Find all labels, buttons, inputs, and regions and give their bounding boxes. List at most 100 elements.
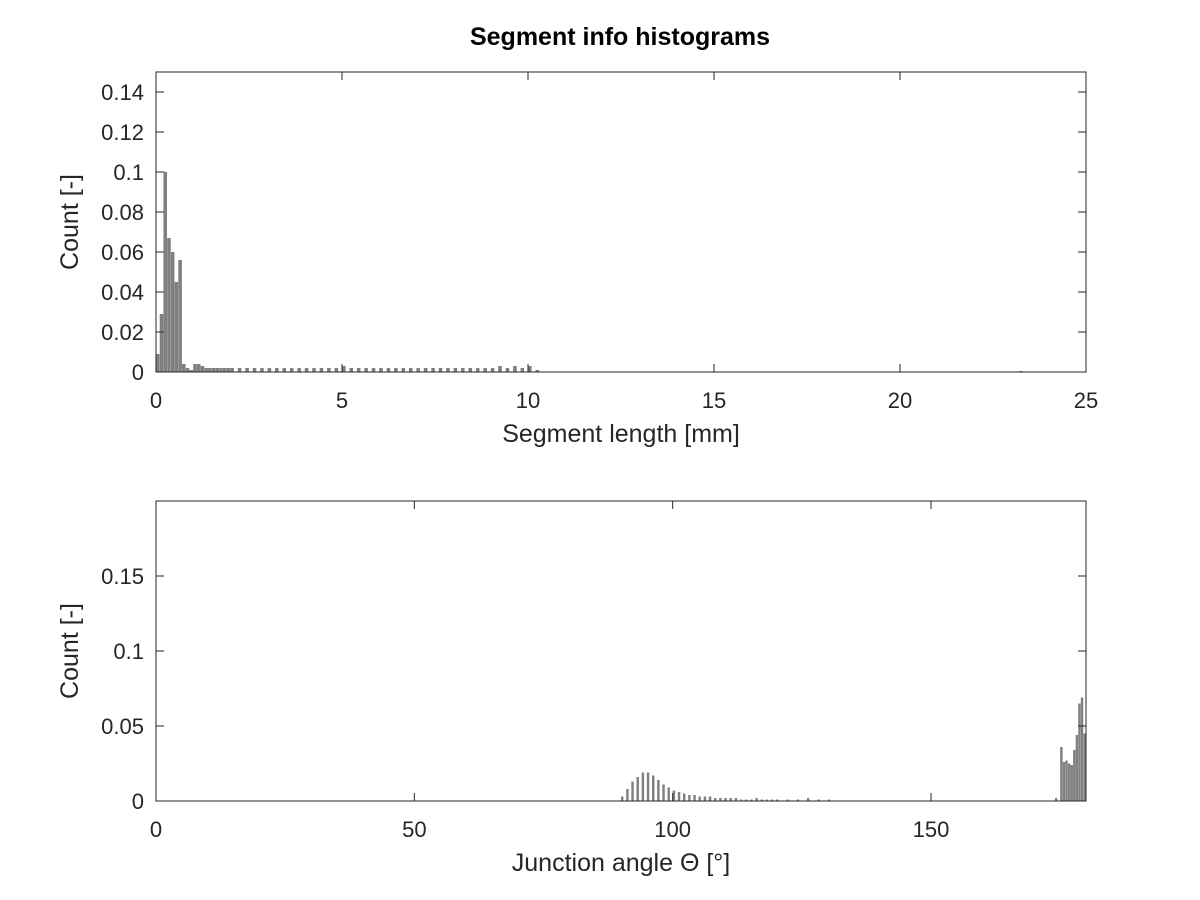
- bar: [708, 796, 712, 801]
- bar: [739, 799, 743, 801]
- x-axis-label: Segment length [mm]: [502, 420, 740, 448]
- bar: [189, 370, 194, 372]
- bar: [260, 368, 264, 372]
- bar: [211, 368, 216, 372]
- bar: [535, 370, 540, 372]
- x-tick-label: 0: [150, 388, 162, 413]
- axes-frame: [155, 71, 1087, 373]
- bar: [1080, 697, 1084, 801]
- bar: [1073, 750, 1076, 801]
- bar: [1083, 733, 1086, 801]
- bar: [657, 780, 660, 801]
- bar: [770, 799, 774, 801]
- bar: [652, 775, 655, 801]
- bar: [394, 368, 398, 372]
- bar: [498, 366, 502, 372]
- bar: [178, 260, 182, 372]
- bar: [356, 368, 361, 372]
- bar: [193, 364, 197, 372]
- bar: [163, 172, 168, 372]
- bar: [319, 368, 324, 372]
- bar: [226, 368, 231, 372]
- bar: [349, 368, 354, 372]
- bar: [513, 366, 517, 372]
- bar: [174, 282, 179, 372]
- bar: [438, 368, 443, 372]
- bar: [672, 790, 676, 801]
- bar: [745, 799, 748, 801]
- x-tick-label: 150: [913, 817, 950, 842]
- bar: [304, 368, 309, 372]
- bar: [683, 793, 686, 801]
- bar: [334, 368, 339, 372]
- bar: [621, 796, 624, 801]
- bar: [237, 368, 242, 372]
- bar: [1075, 735, 1079, 801]
- bar: [222, 368, 227, 372]
- bar: [505, 368, 510, 372]
- x-tick-label: 15: [702, 388, 726, 413]
- bar: [275, 368, 279, 372]
- y-tick-label: 0.08: [101, 200, 144, 225]
- bars: [156, 172, 1023, 372]
- bar: [490, 368, 495, 372]
- bar: [626, 789, 629, 801]
- y-tick-label: 0: [132, 360, 144, 385]
- figure-title: Segment info histograms: [470, 23, 770, 51]
- bar: [636, 777, 639, 801]
- y-tick-label: 0.1: [113, 160, 144, 185]
- bar: [641, 772, 645, 801]
- y-tick-label: 0: [132, 789, 144, 814]
- bar: [475, 368, 480, 372]
- bar: [379, 368, 383, 372]
- bar: [200, 366, 205, 372]
- x-tick-label: 50: [402, 817, 426, 842]
- bar: [245, 368, 249, 372]
- x-axis-label: Junction angle Θ [°]: [512, 849, 730, 877]
- y-axis-label: Count [-]: [56, 174, 84, 270]
- bar: [312, 368, 316, 372]
- bar: [289, 368, 294, 372]
- y-tick-label: 0.06: [101, 240, 144, 265]
- bar: [401, 368, 406, 372]
- bar: [1065, 760, 1068, 801]
- bar: [693, 795, 696, 801]
- bar: [297, 368, 301, 372]
- x-tick-label: 20: [888, 388, 912, 413]
- bar: [750, 799, 753, 801]
- bar: [1055, 798, 1058, 801]
- bar: [1070, 765, 1073, 801]
- bar: [760, 799, 763, 801]
- bar: [196, 364, 201, 372]
- bar: [364, 368, 368, 372]
- bar: [703, 796, 707, 801]
- bar: [765, 799, 769, 801]
- bar: [167, 238, 171, 372]
- bar: [208, 368, 212, 372]
- bar: [646, 772, 650, 801]
- bar: [631, 781, 634, 801]
- bars: [621, 697, 1086, 801]
- bar: [528, 366, 532, 372]
- x-tick-label: 10: [516, 388, 540, 413]
- bar: [423, 368, 428, 372]
- bar: [371, 368, 376, 372]
- bar: [807, 798, 810, 801]
- bar: [698, 796, 701, 801]
- bar: [688, 795, 691, 801]
- bar: [729, 798, 732, 801]
- bar: [461, 368, 465, 372]
- bar: [677, 792, 681, 801]
- bar: [827, 799, 831, 801]
- bar: [446, 368, 450, 372]
- y-tick-label: 0.04: [101, 280, 144, 305]
- bar: [453, 368, 458, 372]
- bar: [1067, 763, 1071, 801]
- bar: [182, 364, 186, 372]
- bar: [416, 368, 420, 372]
- bar: [468, 368, 473, 372]
- bar: [520, 368, 525, 372]
- bar: [170, 252, 175, 372]
